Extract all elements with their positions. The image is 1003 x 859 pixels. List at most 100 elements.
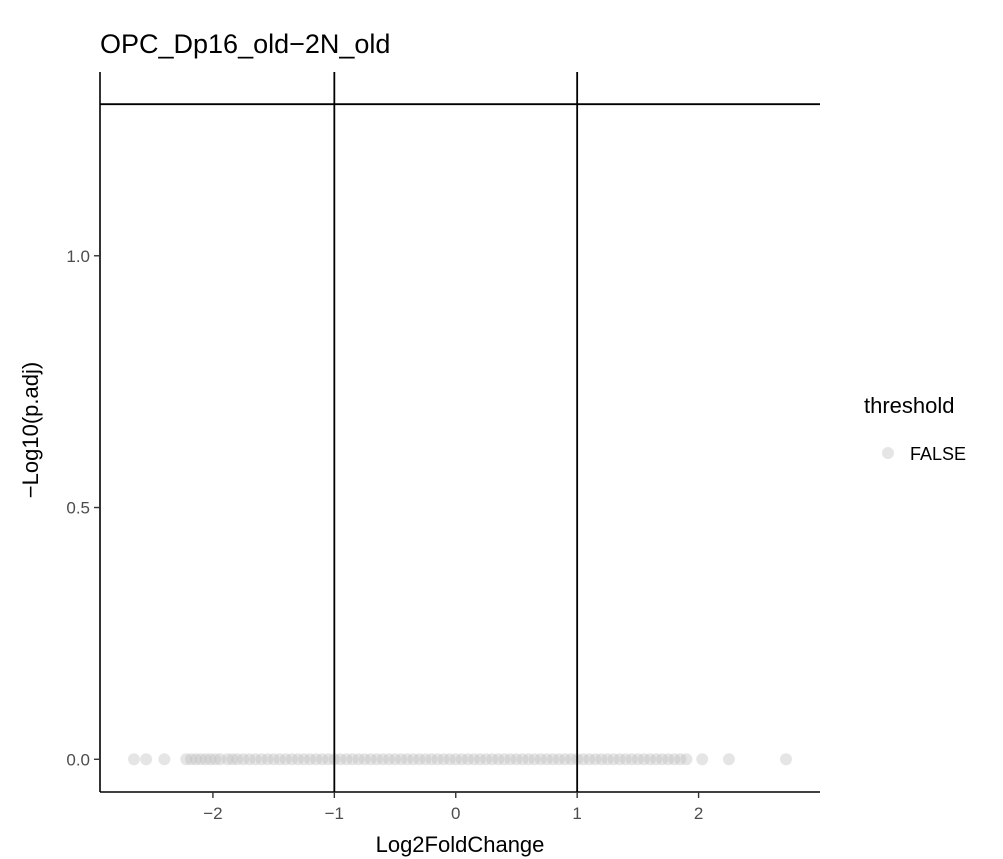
data-point [389, 753, 402, 766]
data-point [376, 753, 389, 766]
data-point [613, 753, 626, 766]
data-point [413, 753, 426, 766]
data-point [221, 753, 234, 766]
data-point [625, 753, 638, 766]
data-point [656, 753, 669, 766]
data-point [334, 753, 347, 766]
legend: threshold FALSE [864, 393, 966, 464]
data-point [185, 753, 198, 766]
data-point [601, 753, 614, 766]
data-point [696, 753, 709, 766]
data-point [589, 753, 602, 766]
x-tick-label: −2 [203, 804, 222, 823]
data-point [204, 753, 217, 766]
data-point [437, 753, 450, 766]
data-point [449, 753, 462, 766]
data-point [279, 753, 292, 766]
data-point [194, 753, 207, 766]
y-axis-ticks: 0.0 0.5 1.0 [66, 247, 100, 769]
x-tick-label: 0 [451, 804, 460, 823]
data-point [364, 753, 377, 766]
data-point [358, 753, 371, 766]
data-point [631, 753, 644, 766]
data-point [231, 753, 244, 766]
data-point [158, 753, 171, 766]
data-point [237, 753, 250, 766]
data-point [565, 753, 578, 766]
data-point [346, 753, 359, 766]
data-point [650, 753, 663, 766]
data-point [401, 753, 414, 766]
data-point [370, 753, 383, 766]
data-point [243, 753, 256, 766]
data-point [127, 753, 140, 766]
data-point [662, 753, 675, 766]
legend-label-false: FALSE [910, 444, 966, 464]
data-point [382, 753, 395, 766]
data-point [214, 753, 227, 766]
y-tick-label: 0.5 [66, 499, 90, 518]
data-point [498, 753, 511, 766]
data-point [780, 753, 793, 766]
data-point [461, 753, 474, 766]
data-point [644, 753, 657, 766]
data-point [425, 753, 438, 766]
data-point [310, 753, 323, 766]
x-axis-ticks: −2 −1 0 1 2 [203, 792, 703, 823]
data-point [285, 753, 298, 766]
x-tick-label: −1 [325, 804, 344, 823]
data-point [637, 753, 650, 766]
data-point [395, 753, 408, 766]
x-tick-label: 2 [694, 804, 703, 823]
data-point [443, 753, 456, 766]
data-point [559, 753, 572, 766]
data-point [722, 753, 735, 766]
data-point [199, 753, 212, 766]
data-point [510, 753, 523, 766]
legend-point-false [882, 447, 894, 459]
data-point [486, 753, 499, 766]
data-point [480, 753, 493, 766]
data-point [431, 753, 444, 766]
reference-lines [100, 72, 820, 792]
data-point [474, 753, 487, 766]
data-point [419, 753, 432, 766]
data-point [595, 753, 608, 766]
data-point [540, 753, 553, 766]
data-point [297, 753, 310, 766]
data-point [619, 753, 632, 766]
y-axis-title: −Log10(p.adj) [18, 362, 43, 498]
data-point [322, 753, 335, 766]
data-point [583, 753, 596, 766]
data-point [340, 753, 353, 766]
data-points [127, 753, 793, 766]
data-point [407, 753, 420, 766]
data-point [534, 753, 547, 766]
data-point [291, 753, 304, 766]
data-point [504, 753, 517, 766]
data-point [492, 753, 505, 766]
data-point [189, 753, 202, 766]
data-point [522, 753, 535, 766]
data-point [546, 753, 559, 766]
data-point [680, 753, 693, 766]
data-point [316, 753, 329, 766]
chart-title: OPC_Dp16_old−2N_old [100, 29, 390, 59]
data-point [455, 753, 468, 766]
data-point [674, 753, 687, 766]
data-point [668, 753, 681, 766]
data-point [226, 753, 239, 766]
y-tick-label: 0.0 [66, 750, 90, 769]
data-point [180, 753, 193, 766]
data-point [209, 753, 222, 766]
data-point [577, 753, 590, 766]
data-point [528, 753, 541, 766]
data-point [352, 753, 365, 766]
data-point [267, 753, 280, 766]
data-point [140, 753, 153, 766]
legend-title: threshold [864, 393, 955, 418]
data-point [261, 753, 274, 766]
data-point [516, 753, 529, 766]
data-point [249, 753, 262, 766]
